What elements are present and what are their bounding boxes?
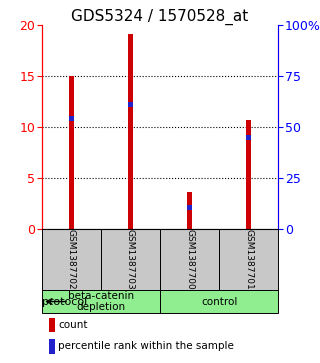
Text: count: count — [58, 320, 88, 330]
Bar — [128, 102, 133, 107]
Bar — [187, 205, 192, 210]
Bar — [160, 290, 278, 313]
Text: GSM1387701: GSM1387701 — [244, 229, 253, 290]
Text: GSM1387702: GSM1387702 — [67, 229, 76, 290]
Text: control: control — [201, 297, 237, 306]
Text: GSM1387703: GSM1387703 — [126, 229, 135, 290]
Bar — [42, 229, 101, 290]
Bar — [160, 229, 219, 290]
Title: GDS5324 / 1570528_at: GDS5324 / 1570528_at — [71, 9, 249, 25]
Bar — [49, 318, 55, 333]
Bar — [246, 135, 251, 140]
Bar — [49, 339, 55, 354]
Bar — [128, 33, 133, 229]
Text: protocol: protocol — [42, 297, 87, 306]
Bar — [187, 192, 192, 229]
Bar — [101, 229, 160, 290]
Bar — [42, 290, 160, 313]
Text: percentile rank within the sample: percentile rank within the sample — [58, 342, 234, 351]
Bar — [246, 120, 251, 229]
Bar — [69, 76, 74, 229]
Bar — [219, 229, 278, 290]
Text: beta-catenin
depletion: beta-catenin depletion — [68, 291, 134, 312]
Text: GSM1387700: GSM1387700 — [185, 229, 194, 290]
Bar — [69, 117, 74, 122]
